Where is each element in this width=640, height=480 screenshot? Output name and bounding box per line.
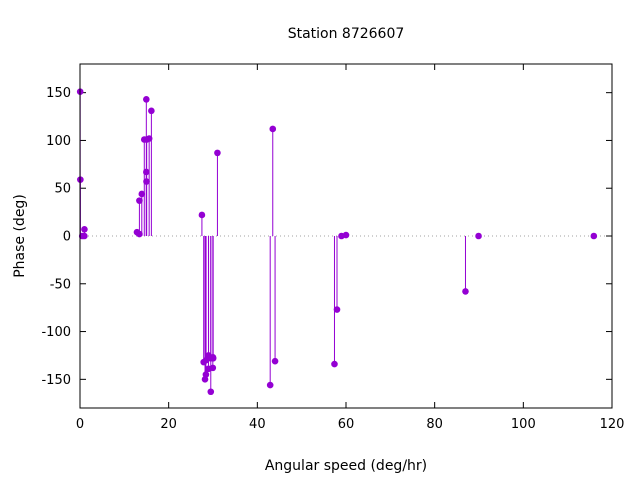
data-point — [202, 371, 210, 378]
x-tick-label: 20 — [160, 417, 177, 432]
data-impulses — [79, 91, 466, 392]
data-point — [136, 230, 143, 238]
data-point — [462, 288, 469, 295]
data-point — [214, 149, 221, 157]
x-tick-label: 100 — [511, 417, 536, 432]
data-point — [81, 232, 88, 240]
data-point — [342, 231, 350, 239]
data-point — [271, 357, 279, 365]
data-point — [145, 135, 153, 142]
x-tick-label: 0 — [76, 417, 84, 432]
data-points — [76, 88, 598, 396]
y-tick-label: -150 — [41, 373, 71, 388]
data-point — [333, 306, 341, 313]
y-axis-label: Phase (deg) — [12, 194, 28, 278]
y-tick-label: 0 — [63, 230, 71, 245]
data-point — [331, 360, 338, 368]
x-tick-label: 80 — [426, 417, 443, 432]
data-point — [266, 381, 274, 389]
x-tick-label: 120 — [600, 417, 625, 432]
data-point — [198, 211, 206, 219]
y-tick-label: 150 — [46, 86, 71, 101]
data-point — [590, 232, 598, 240]
x-axis-label: Angular speed (deg/hr) — [265, 458, 427, 474]
data-point — [148, 107, 155, 115]
data-point — [136, 197, 143, 204]
data-point — [81, 226, 88, 233]
x-tick-label: 40 — [249, 417, 266, 432]
data-point — [207, 388, 215, 396]
x-tick-label: 60 — [338, 417, 355, 432]
data-point — [209, 364, 217, 372]
data-point — [269, 125, 277, 133]
tick-labels: 0 20 40 60 80 100 120 -150 -100 -50 0 50 100 150 — [41, 86, 624, 432]
data-point — [143, 168, 150, 176]
data-point — [209, 355, 217, 362]
y-tick-label: 100 — [46, 134, 71, 149]
data-point — [475, 232, 482, 240]
y-tick-label: -100 — [41, 325, 71, 340]
data-point — [143, 178, 150, 185]
data-point — [143, 96, 150, 103]
data-point — [138, 190, 146, 198]
plot-frame — [79, 63, 613, 409]
chart-title: Station 8726607 — [288, 26, 405, 42]
y-tick-label: 50 — [54, 182, 71, 197]
y-tick-label: -50 — [50, 277, 71, 292]
